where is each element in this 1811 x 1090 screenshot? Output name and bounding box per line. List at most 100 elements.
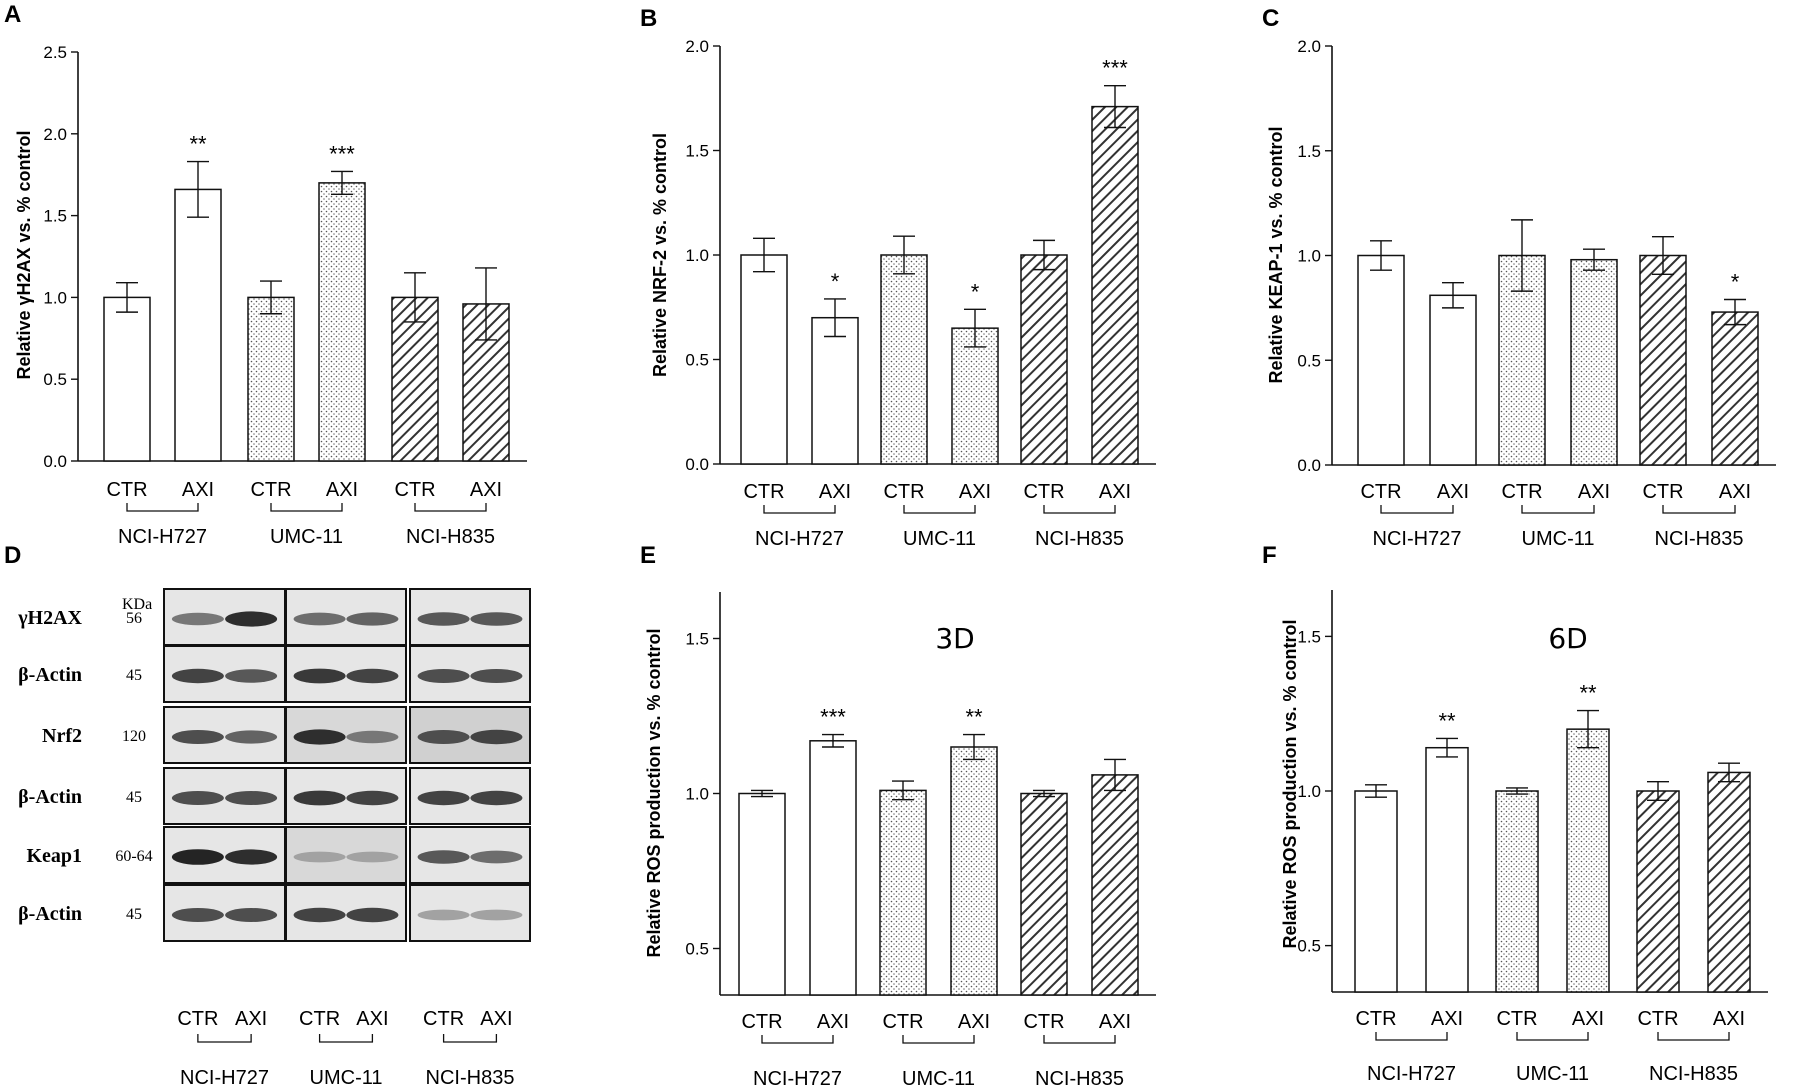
group-bracket [270, 503, 343, 512]
blot-band [171, 668, 224, 684]
blot-band [225, 611, 278, 627]
group-label: NCI-H835 [1649, 1063, 1738, 1085]
bar-ctr-nci-h727 [1357, 254, 1405, 466]
blot-row-kda: 60-64 [115, 848, 152, 865]
y-axis-label: Relative ROS production vs. % control [644, 628, 664, 957]
category-label: CTR [743, 481, 784, 503]
blot-band [470, 729, 523, 745]
group-bracket [1375, 1032, 1448, 1041]
bar-ctr-umc-11 [879, 789, 927, 996]
blot-band [293, 790, 346, 806]
group-label: UMC-11 [1522, 528, 1595, 550]
group-label: UMC-11 [902, 1068, 975, 1090]
category-label: CTR [1023, 481, 1064, 503]
category-label: AXI [817, 1011, 849, 1033]
blot-band [293, 612, 346, 626]
error-bar [1365, 784, 1387, 798]
y-tick-label: 1.5 [685, 142, 709, 161]
error-bar [1033, 789, 1055, 798]
bar-ctr-nci-h835 [1020, 254, 1068, 465]
y-tick-label: 1.0 [43, 288, 67, 307]
group-bracket [1516, 1032, 1589, 1041]
error-bar [893, 235, 915, 275]
blot-band [417, 850, 470, 864]
error-bar [1583, 248, 1605, 271]
bar-axi-umc-11 [1566, 728, 1610, 993]
y-axis-label: Relative NRF-2 vs. % control [650, 133, 670, 377]
blot-band [417, 730, 470, 744]
category-label: AXI [1099, 1011, 1131, 1033]
y-tick-label: 1.5 [685, 630, 709, 649]
group-bracket [903, 505, 976, 514]
significance-marker: * [971, 279, 980, 304]
group-bracket [414, 503, 487, 512]
blot-band [171, 612, 224, 626]
blot-group-bracket [197, 1034, 252, 1043]
group-label: NCI-H835 [1035, 1068, 1124, 1090]
category-label: CTR [106, 479, 147, 501]
category-label: AXI [1719, 481, 1751, 503]
significance-marker: ** [1579, 681, 1597, 706]
blot-band [470, 850, 523, 864]
error-bar [751, 789, 773, 798]
bar-ctr-nci-h835 [1020, 792, 1068, 996]
y-tick-label: 1.0 [1297, 247, 1321, 266]
y-tick-label: 2.5 [43, 43, 67, 62]
bar-axi-umc-11 [950, 746, 998, 996]
group-bracket [763, 505, 836, 514]
y-axis-label: Relative ROS production vs. % control [1280, 619, 1300, 948]
panel-letter-c: C [1262, 5, 1279, 32]
y-tick-label: 2.0 [43, 125, 67, 144]
error-bar [1104, 758, 1126, 792]
y-tick-label: 0.5 [43, 370, 67, 389]
significance-marker: * [831, 269, 840, 294]
blot-band [225, 669, 278, 683]
category-label: CTR [882, 1011, 923, 1033]
bar-axi-nci-h835 [1707, 771, 1751, 993]
panel-letter-f: F [1262, 542, 1277, 569]
bar-ctr-umc-11 [1495, 790, 1539, 993]
group-label: NCI-H835 [1655, 528, 1744, 550]
bar-ctr-nci-h835 [391, 296, 439, 462]
group-label: NCI-H727 [118, 526, 207, 548]
blot-row-kda: 45 [126, 906, 142, 923]
category-label: AXI [1713, 1008, 1745, 1030]
chart-a-gamma-h2ax: 0.0 0.5 1.0 1.5 2.0 2.5 Relative γH2AX vs. % c… [14, 43, 527, 548]
panel-letter-a: A [4, 1, 21, 28]
blot-lane-label: AXI [480, 1008, 512, 1030]
y-tick-label: 2.0 [685, 37, 709, 56]
blot-lane-label: CTR [177, 1008, 218, 1030]
error-bar [964, 308, 986, 348]
category-label: CTR [1501, 481, 1542, 503]
significance-marker: *** [1102, 56, 1128, 81]
error-bar [1718, 762, 1740, 783]
category-label: AXI [326, 479, 358, 501]
error-bar [404, 272, 426, 323]
chart-title: 6D [1548, 622, 1587, 655]
group-bracket [1662, 505, 1736, 514]
category-label: AXI [1578, 481, 1610, 503]
y-tick-label: 1.0 [1297, 782, 1321, 801]
group-bracket [1380, 505, 1454, 514]
bar-ctr-nci-h727 [738, 792, 786, 996]
blot-band [417, 909, 470, 921]
group-label: NCI-H727 [755, 528, 844, 550]
error-bar [1577, 709, 1599, 749]
blot-band [346, 668, 399, 684]
y-tick-label: 1.0 [685, 246, 709, 265]
blot-row-label: γH2AX [17, 607, 82, 629]
blot-band [470, 909, 523, 921]
bar-ctr-nci-h727 [103, 296, 151, 462]
blot-band [171, 908, 224, 922]
blot-lane-label: CTR [299, 1008, 340, 1030]
blot-band [171, 730, 224, 744]
category-label: CTR [1496, 1008, 1537, 1030]
blot-group-bracket [442, 1034, 498, 1043]
group-bracket [1657, 1032, 1730, 1041]
blot-lane-label: AXI [356, 1008, 388, 1030]
blot-row-label: β-Actin [18, 903, 82, 925]
error-bar [1033, 239, 1055, 271]
category-label: CTR [1642, 481, 1683, 503]
bar-axi-nci-h727 [1425, 746, 1469, 993]
category-label: CTR [1023, 1011, 1064, 1033]
